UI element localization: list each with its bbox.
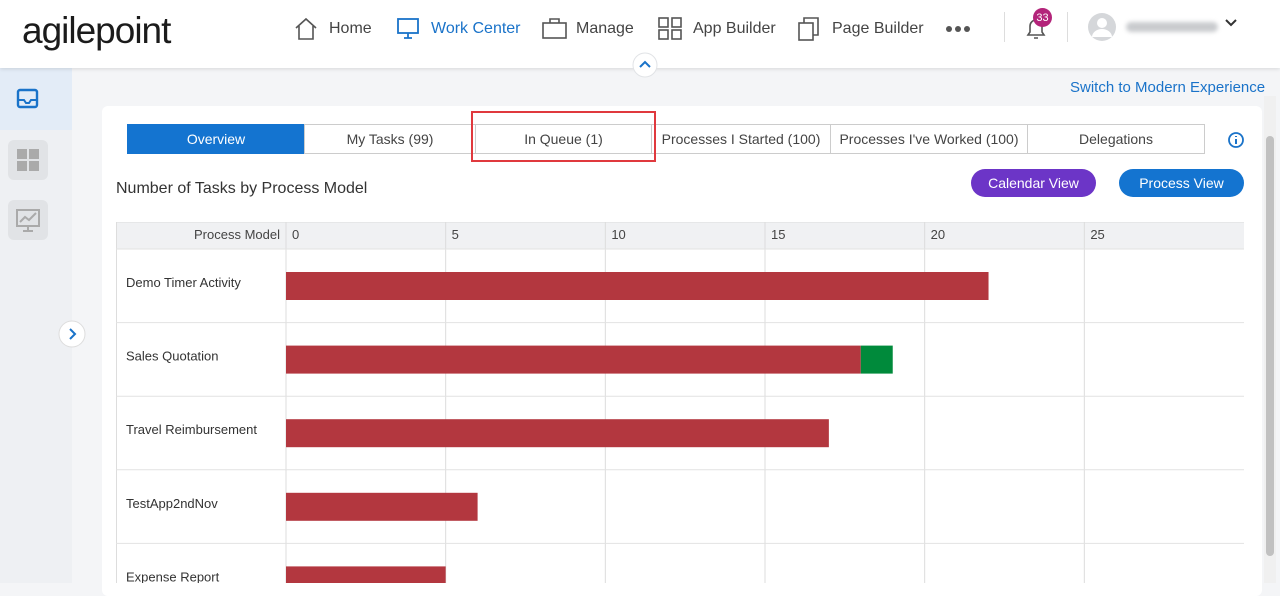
nav-item[interactable]: Manage xyxy=(576,20,634,37)
x-tick-label: 10 xyxy=(611,227,625,242)
category-label: Travel Reimbursement xyxy=(126,422,257,437)
nav-item[interactable]: App Builder xyxy=(693,20,776,37)
work-center-icon xyxy=(397,18,419,39)
scrollbar xyxy=(1264,96,1276,583)
tab[interactable]: Processes I Started (100) xyxy=(651,124,831,154)
tab[interactable]: Overview xyxy=(127,124,305,154)
more-icon[interactable] xyxy=(945,24,973,34)
bar xyxy=(286,345,861,374)
x-tick-label: 5 xyxy=(452,227,459,242)
process-view-button[interactable]: Process View xyxy=(1119,169,1244,197)
chart-title: Number of Tasks by Process Model xyxy=(116,180,368,197)
avatar[interactable] xyxy=(1087,12,1117,42)
bar xyxy=(286,492,478,521)
x-tick-label: 0 xyxy=(292,227,299,242)
logo[interactable]: agilepoint xyxy=(22,10,171,51)
manage-icon xyxy=(542,18,567,39)
info-icon[interactable] xyxy=(1227,131,1245,149)
bar xyxy=(286,419,829,448)
category-header: Process Model xyxy=(194,227,280,242)
home-icon xyxy=(295,17,317,40)
chevron-down[interactable] xyxy=(1224,18,1238,28)
bar xyxy=(860,345,893,374)
calendar-view-button[interactable]: Calendar View xyxy=(971,169,1096,197)
x-tick-label: 20 xyxy=(931,227,945,242)
inbox-icon[interactable] xyxy=(16,88,40,110)
app-builder-icon xyxy=(658,17,682,40)
tab[interactable]: In Queue (1) xyxy=(475,124,652,154)
tab[interactable]: Processes I've Worked (100) xyxy=(830,124,1028,154)
x-tick-label: 25 xyxy=(1090,227,1104,242)
report-icon[interactable] xyxy=(8,200,48,240)
switch-link[interactable]: Switch to Modern Experience xyxy=(1070,79,1266,96)
expand-sidebar[interactable] xyxy=(58,320,86,348)
top-bar: agilepoint Home Work Center Manage App B… xyxy=(0,0,1280,78)
bar xyxy=(286,272,989,300)
chart-header xyxy=(116,222,1244,249)
divider xyxy=(1004,12,1005,42)
category-label: Expense Report xyxy=(126,569,220,583)
nav-item[interactable]: Home xyxy=(329,20,372,37)
x-tick-label: 15 xyxy=(771,227,785,242)
category-label: TestApp2ndNov xyxy=(126,496,218,511)
scroll-thumb[interactable] xyxy=(1266,136,1274,556)
tab[interactable]: Delegations xyxy=(1027,124,1205,154)
notification-badge: 33 xyxy=(1033,8,1052,27)
bar xyxy=(286,566,446,583)
chart: Process Model 0 5 10 15 20 25 Demo Timer Activi… xyxy=(116,222,1244,583)
user-name-blurred xyxy=(1126,22,1218,32)
nav-item[interactable]: Page Builder xyxy=(832,20,924,37)
category-label: Sales Quotation xyxy=(126,349,219,364)
highlight-box xyxy=(471,111,656,162)
collapse-button[interactable] xyxy=(632,52,658,78)
apps-icon[interactable] xyxy=(8,140,48,180)
tab[interactable]: My Tasks (99) xyxy=(304,124,476,154)
category-label: Demo Timer Activity xyxy=(126,275,241,290)
divider xyxy=(1067,12,1068,42)
nav-item[interactable]: Work Center xyxy=(431,20,521,37)
page-builder-icon xyxy=(798,17,819,41)
sidebar xyxy=(0,68,72,583)
